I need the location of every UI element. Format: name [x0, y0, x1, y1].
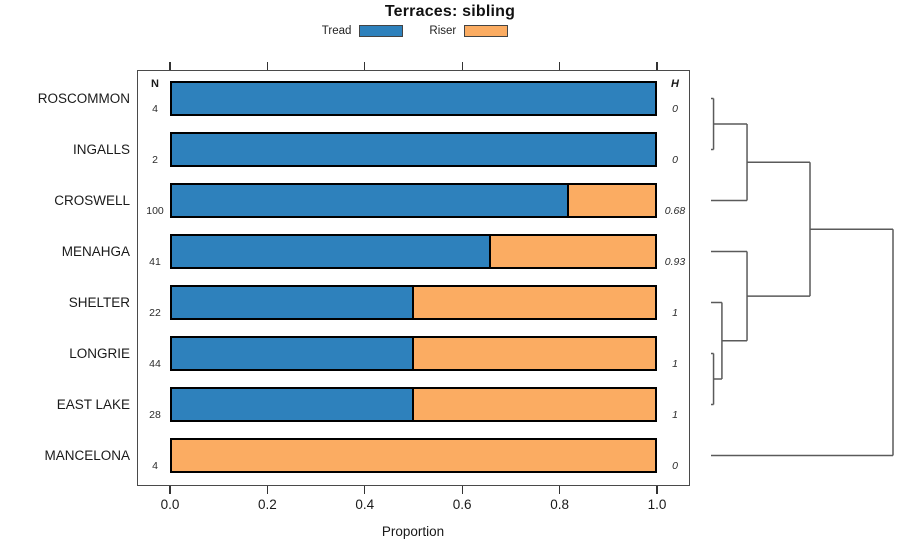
- axis-tick-bottom: [559, 486, 561, 494]
- axis-tick-label: 0.2: [258, 497, 277, 512]
- category-label: CROSWELL: [54, 192, 130, 208]
- h-value: 0.68: [664, 205, 686, 217]
- bar-segment-tread: [170, 81, 657, 116]
- h-value: 0: [672, 460, 678, 472]
- category-label: ROSCOMMON: [37, 90, 130, 106]
- h-value: 0.93: [664, 256, 686, 268]
- category-label: LONGRIE: [69, 345, 130, 361]
- axis-tick-label: 0.6: [452, 497, 472, 512]
- n-value: 28: [149, 409, 161, 421]
- axis-tick-top: [461, 62, 463, 70]
- bar-segment-riser: [567, 183, 657, 218]
- legend-label-riser: Riser: [429, 25, 457, 37]
- x-axis-title: Proportion: [381, 524, 445, 539]
- axis-tick-bottom: [364, 486, 366, 494]
- category-label: EAST LAKE: [56, 396, 130, 412]
- h-value: 1: [672, 307, 678, 319]
- bar-segment-tread: [170, 336, 414, 371]
- bar-segment-riser: [411, 336, 657, 371]
- legend-label-tread: Tread: [321, 25, 352, 37]
- axis-tick-label: 1.0: [647, 497, 667, 512]
- category-label: MENAHGA: [61, 243, 130, 259]
- axis-tick-label: 0.4: [355, 497, 375, 512]
- axis-tick-bottom: [266, 486, 269, 494]
- category-label: SHELTER: [68, 294, 130, 310]
- legend-item-riser: Riser: [429, 25, 509, 37]
- n-value: 44: [149, 358, 161, 370]
- category-label: INGALLS: [72, 141, 130, 157]
- category-label: MANCELONA: [44, 447, 130, 463]
- axis-tick-bottom: [461, 486, 463, 494]
- bar-segment-tread: [170, 132, 657, 167]
- h-value: 1: [672, 409, 678, 421]
- bar-segment-tread: [170, 234, 492, 269]
- axis-tick-top: [364, 62, 366, 70]
- axis-tick-bottom: [169, 486, 171, 494]
- bar-segment-tread: [170, 183, 570, 218]
- n-value: 41: [149, 256, 161, 268]
- h-column-header: H: [671, 78, 679, 90]
- n-column-header: N: [151, 78, 159, 90]
- bar-segment-tread: [170, 285, 414, 320]
- h-value: 0: [672, 154, 678, 166]
- axis-tick-label: 0.0: [160, 497, 180, 512]
- legend: Tread Riser: [0, 25, 830, 37]
- n-value: 100: [146, 205, 164, 217]
- bar-segment-riser: [411, 387, 657, 422]
- legend-swatch-tread-icon: [359, 25, 404, 37]
- chart-title: Terraces: sibling: [384, 3, 516, 20]
- n-value: 4: [152, 103, 158, 115]
- n-value: 2: [152, 154, 158, 166]
- bar-segment-riser: [411, 285, 657, 320]
- bar-segment-tread: [170, 387, 414, 422]
- axis-tick-top: [266, 62, 269, 70]
- legend-swatch-riser-icon: [464, 25, 509, 37]
- axis-tick-top: [169, 62, 171, 70]
- bar-segment-riser: [170, 438, 657, 473]
- bar-segment-riser: [489, 234, 657, 269]
- h-value: 1: [672, 358, 678, 370]
- axis-tick-top: [559, 62, 561, 70]
- n-value: 22: [149, 307, 161, 319]
- n-value: 4: [152, 460, 158, 472]
- axis-tick-label: 0.8: [550, 497, 569, 512]
- h-value: 0: [672, 103, 678, 115]
- legend-item-tread: Tread: [322, 25, 404, 37]
- axis-tick-bottom: [656, 486, 658, 494]
- axis-tick-top: [656, 62, 658, 70]
